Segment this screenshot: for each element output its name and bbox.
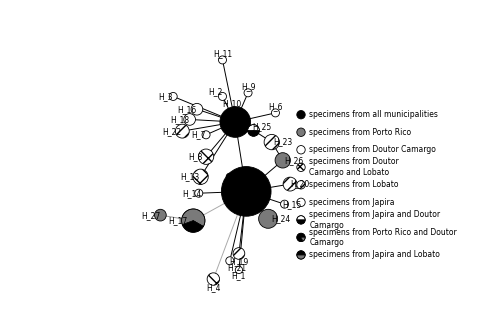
Circle shape [195, 189, 203, 197]
Circle shape [218, 56, 227, 64]
Circle shape [244, 89, 252, 97]
Wedge shape [297, 220, 305, 224]
Text: H_11: H_11 [213, 49, 232, 58]
Circle shape [297, 163, 305, 172]
Wedge shape [297, 216, 305, 220]
Circle shape [297, 198, 305, 207]
Circle shape [297, 128, 305, 136]
Text: specimens from Doutor Camargo: specimens from Doutor Camargo [309, 145, 436, 154]
Text: specimens from Japira and Lobato: specimens from Japira and Lobato [309, 250, 440, 259]
Circle shape [235, 266, 242, 274]
Wedge shape [182, 221, 203, 232]
Circle shape [193, 169, 208, 185]
Text: H_26: H_26 [284, 156, 303, 165]
Circle shape [281, 200, 288, 208]
Circle shape [169, 92, 177, 101]
Text: specimens from Porto Rico and Doutor
Camargo: specimens from Porto Rico and Doutor Cam… [309, 227, 457, 247]
Circle shape [272, 109, 279, 117]
Text: H_4: H_4 [206, 283, 221, 292]
Text: H_23: H_23 [273, 137, 292, 147]
Text: H_9: H_9 [241, 82, 255, 91]
Text: H_15: H_15 [282, 200, 302, 209]
Text: specimens from Lobato: specimens from Lobato [309, 180, 399, 189]
Text: H_2: H_2 [208, 88, 222, 97]
Circle shape [184, 114, 196, 125]
Circle shape [264, 134, 279, 150]
Circle shape [198, 149, 214, 164]
Text: H_18: H_18 [170, 115, 189, 124]
Circle shape [297, 145, 305, 154]
Circle shape [283, 177, 297, 191]
Text: specimens from Porto Rico: specimens from Porto Rico [309, 128, 411, 137]
Circle shape [218, 92, 227, 101]
Text: specimens from Japira: specimens from Japira [309, 198, 395, 207]
Text: specimens from Doutor
Camargo and Lobato: specimens from Doutor Camargo and Lobato [309, 157, 399, 177]
Circle shape [226, 257, 234, 265]
Text: H_10: H_10 [223, 99, 242, 108]
Text: H_20: H_20 [290, 180, 310, 189]
Wedge shape [193, 221, 203, 226]
Text: H_3: H_3 [159, 92, 173, 101]
Circle shape [154, 209, 166, 221]
Wedge shape [182, 209, 205, 226]
Circle shape [191, 103, 203, 115]
Text: H_14: H_14 [182, 189, 201, 198]
Wedge shape [297, 233, 305, 242]
Circle shape [275, 153, 290, 168]
Text: H_1: H_1 [232, 272, 246, 281]
Text: H_19: H_19 [229, 257, 249, 266]
Circle shape [233, 248, 245, 259]
Circle shape [207, 273, 220, 285]
Text: H_6: H_6 [268, 102, 283, 111]
Wedge shape [248, 124, 259, 130]
Text: specimens from Japira and Doutor
Camargo: specimens from Japira and Doutor Camargo [309, 210, 440, 230]
Text: H_22: H_22 [163, 126, 182, 136]
Circle shape [297, 181, 305, 189]
Wedge shape [248, 130, 259, 136]
Text: H_24: H_24 [272, 214, 290, 223]
Circle shape [220, 107, 251, 137]
Circle shape [258, 209, 278, 228]
Text: H_17: H_17 [168, 216, 188, 225]
Text: H_8: H_8 [188, 152, 202, 161]
Text: H_7: H_7 [192, 130, 206, 139]
Text: H_5: H_5 [229, 172, 243, 181]
Text: specimens from all municipalities: specimens from all municipalities [309, 110, 439, 119]
Circle shape [221, 167, 271, 216]
Circle shape [175, 124, 189, 138]
Circle shape [297, 111, 305, 119]
Text: H_27: H_27 [142, 210, 161, 220]
Circle shape [202, 131, 210, 139]
Text: H_13: H_13 [180, 172, 199, 181]
Circle shape [226, 173, 233, 181]
Wedge shape [297, 255, 305, 259]
Text: H_25: H_25 [253, 122, 272, 131]
Text: H_21: H_21 [227, 263, 247, 272]
Text: H_16: H_16 [178, 105, 197, 114]
Wedge shape [297, 251, 305, 255]
Wedge shape [301, 237, 305, 241]
